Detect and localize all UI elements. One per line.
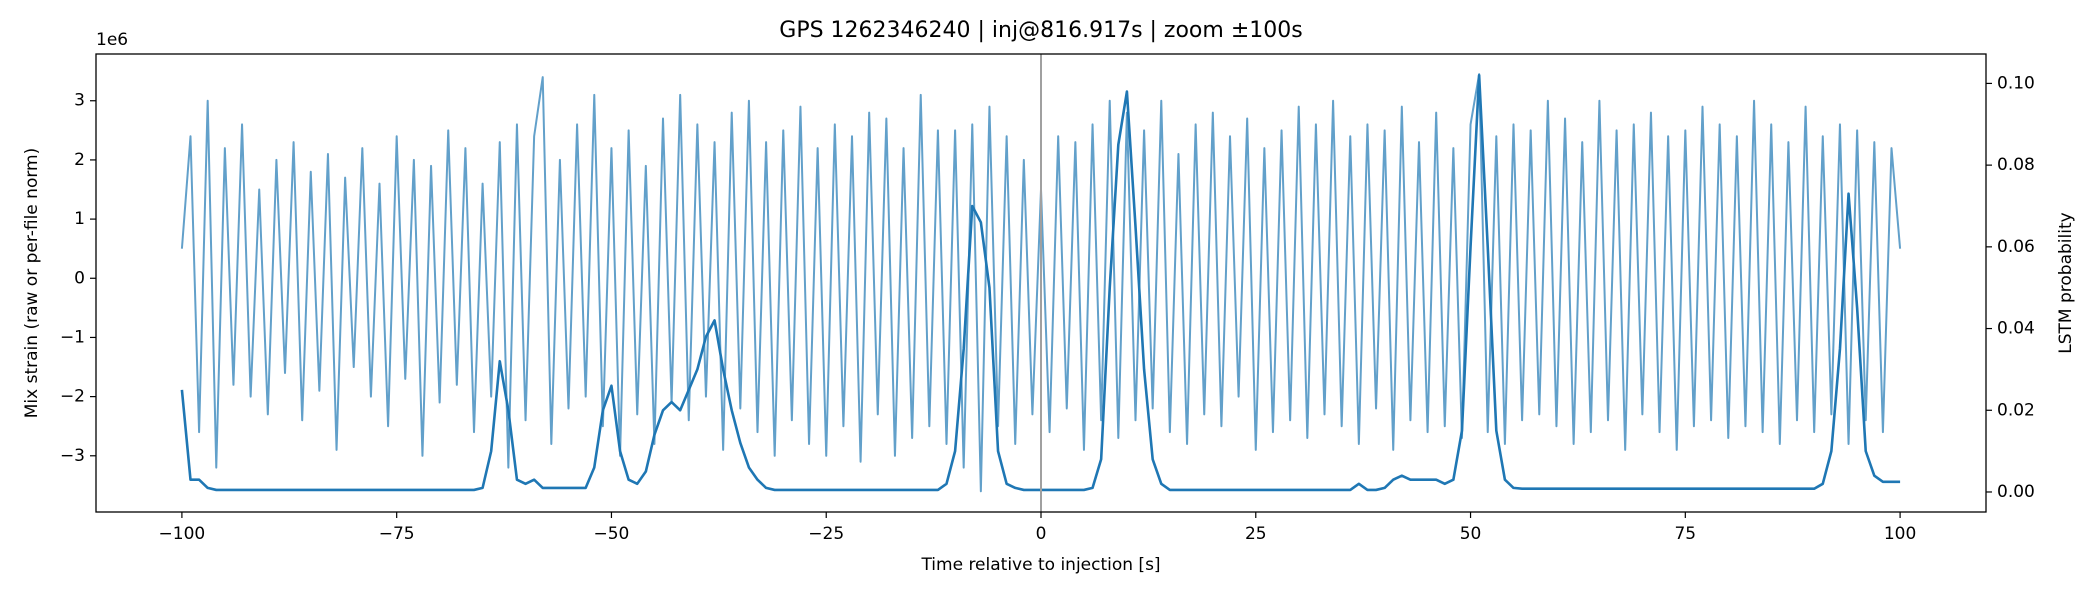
x-axis-label: Time relative to injection [s] — [920, 555, 1160, 575]
x-tick-label: −100 — [159, 524, 206, 544]
y-tick-label: −3 — [60, 446, 85, 466]
y-tick-label: −1 — [60, 327, 85, 347]
x-tick-label: 100 — [1884, 524, 1916, 544]
y2-tick-label: 0.10 — [1997, 73, 2035, 93]
y2-tick-label: 0.00 — [1997, 482, 2035, 502]
y2-axis-label: LSTM probability — [2056, 212, 2076, 353]
y-tick-label: 2 — [74, 150, 85, 170]
x-tick-label: −25 — [808, 524, 844, 544]
x-tick-label: 50 — [1460, 524, 1482, 544]
y-tick-label: 1 — [74, 209, 85, 229]
x-tick-label: 75 — [1674, 524, 1696, 544]
y-tick-label: 3 — [74, 91, 85, 111]
y-axis-label: Mix strain (raw or per-file norm) — [22, 148, 42, 418]
x-tick-label: 25 — [1245, 524, 1267, 544]
y-tick-label: 0 — [74, 268, 85, 288]
y2-tick-label: 0.04 — [1997, 319, 2035, 339]
y2-tick-label: 0.06 — [1997, 237, 2035, 257]
y-tick-label: −2 — [60, 387, 85, 407]
y2-tick-label: 0.08 — [1997, 155, 2035, 175]
y2-tick-label: 0.02 — [1997, 400, 2035, 420]
x-tick-label: −75 — [379, 524, 415, 544]
x-tick-label: 0 — [1036, 524, 1047, 544]
x-tick-label: −50 — [594, 524, 630, 544]
y-offset-label: 1e6 — [96, 30, 128, 50]
chart-title: GPS 1262346240 | inj@816.917s | zoom ±10… — [779, 18, 1302, 43]
